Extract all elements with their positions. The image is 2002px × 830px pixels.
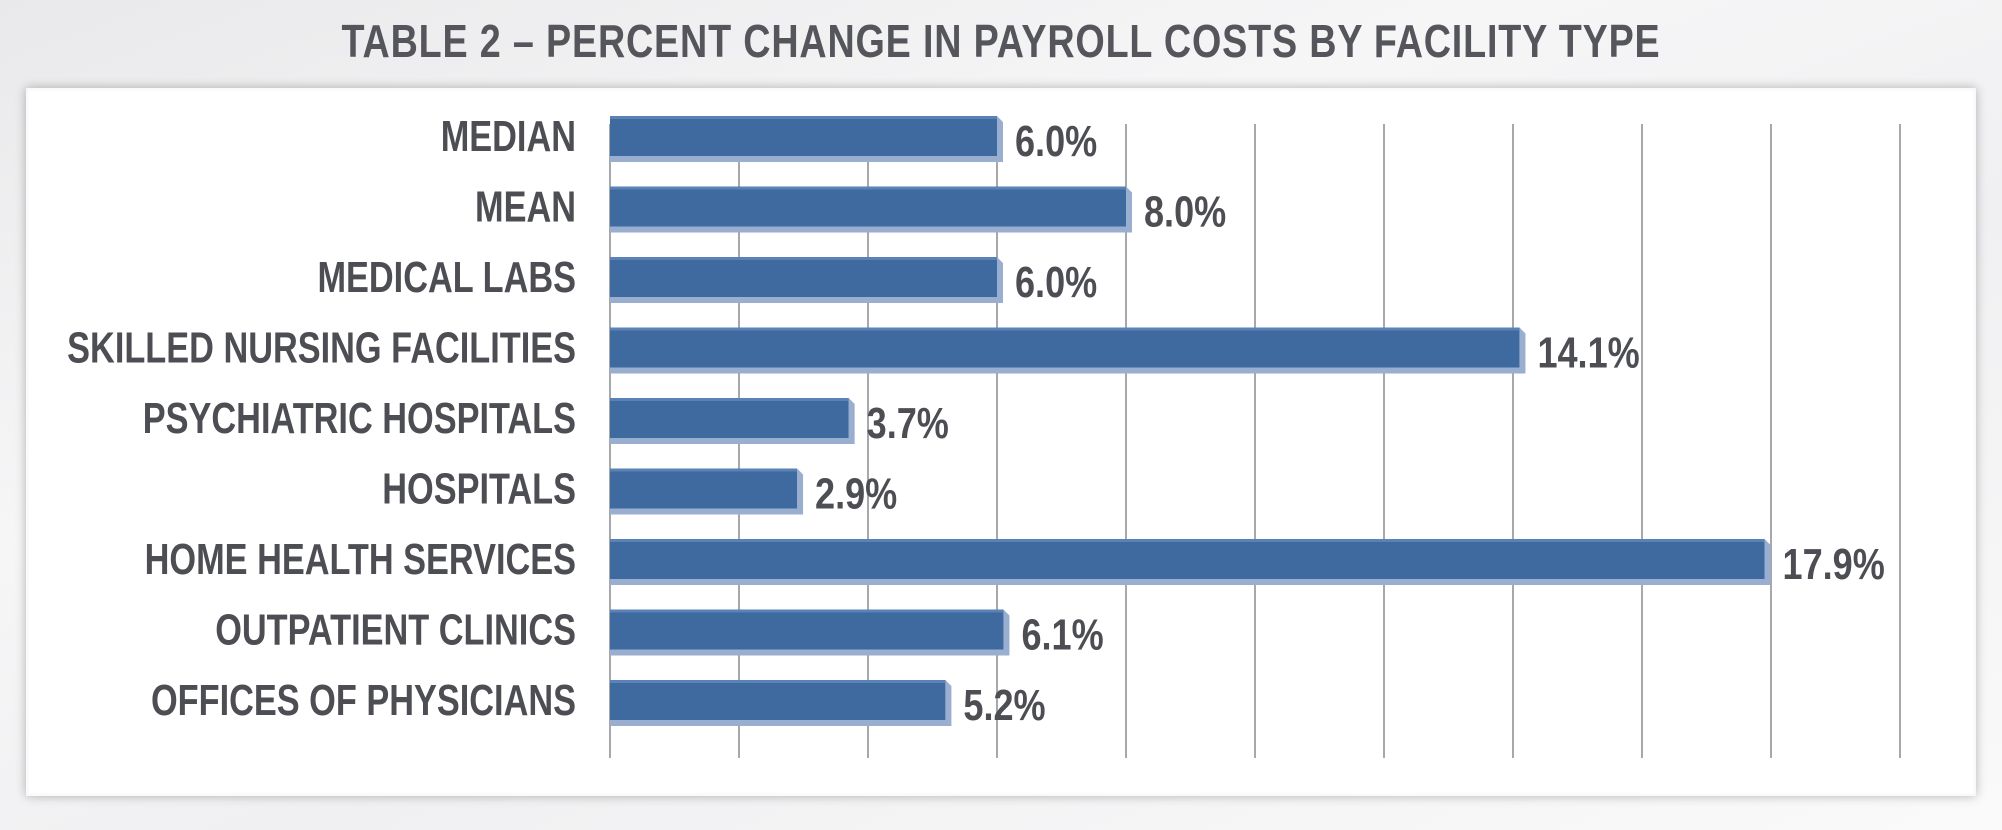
- category-label: OFFICES OF PHYSICIANS: [151, 676, 576, 725]
- bar-shadow: [610, 327, 1526, 374]
- value-label: 6.0%: [1015, 117, 1097, 166]
- value-label: 5.2%: [963, 681, 1045, 730]
- bar-highlight: [610, 186, 1126, 190]
- bar: [610, 257, 997, 297]
- bar-shadow: [610, 186, 1132, 233]
- category-label: HOME HEALTH SERVICES: [145, 535, 576, 584]
- category-label: MEDICAL LABS: [317, 253, 576, 302]
- bar-shadow: [610, 257, 1003, 303]
- chart-title: TABLE 2 – PERCENT CHANGE IN PAYROLL COST…: [341, 15, 1661, 67]
- chart-panel: MEDIAN MEAN MEDICAL LABS SKILLED NURSING FA…: [26, 88, 1976, 796]
- bar-shadow: [610, 609, 1010, 656]
- category-label: SKILLED NURSING FACILITIES: [67, 323, 576, 372]
- value-labels: 6.0% 8.0% 6.0% 14.1% 3.7% 2.9% 17.9% 6.1% 5.2%: [815, 117, 1885, 730]
- bar-shadow: [610, 468, 804, 515]
- bar: [610, 398, 849, 438]
- category-label: PSYCHIATRIC HOSPITALS: [143, 394, 576, 443]
- bar-highlight: [610, 327, 1520, 331]
- category-label: HOSPITALS: [382, 464, 576, 513]
- category-label: OUTPATIENT CLINICS: [215, 605, 576, 654]
- value-label: 17.9%: [1783, 540, 1885, 589]
- bar-highlight: [610, 468, 798, 472]
- value-label: 2.9%: [815, 469, 897, 518]
- bar-shadow: [610, 680, 952, 726]
- bars: [610, 116, 1771, 726]
- bar-highlight: [610, 680, 946, 683]
- bar: [610, 539, 1765, 579]
- bar-shadow: [610, 116, 1003, 162]
- value-label: 3.7%: [867, 399, 949, 448]
- value-label: 8.0%: [1144, 187, 1226, 236]
- bar-highlight: [610, 116, 997, 119]
- bar: [610, 609, 1004, 650]
- value-label: 14.1%: [1537, 328, 1639, 377]
- category-label: MEDIAN: [441, 112, 576, 161]
- bar-shadow: [610, 398, 855, 444]
- bar-highlight: [610, 398, 849, 401]
- value-label: 6.0%: [1015, 258, 1097, 307]
- bar: [610, 327, 1520, 368]
- bar-highlight: [610, 257, 997, 260]
- bar: [610, 186, 1126, 227]
- bar-chart: MEDIAN MEAN MEDICAL LABS SKILLED NURSING FA…: [67, 112, 1901, 758]
- bar-highlight: [610, 539, 1765, 542]
- bar-shadow: [610, 539, 1771, 585]
- bar-highlight: [610, 609, 1004, 613]
- bar: [610, 468, 798, 509]
- bar: [610, 116, 997, 156]
- category-labels: MEDIAN MEAN MEDICAL LABS SKILLED NURSING FA…: [67, 112, 576, 725]
- value-label: 6.1%: [1021, 610, 1103, 659]
- category-label: MEAN: [475, 182, 576, 231]
- bar: [610, 680, 946, 720]
